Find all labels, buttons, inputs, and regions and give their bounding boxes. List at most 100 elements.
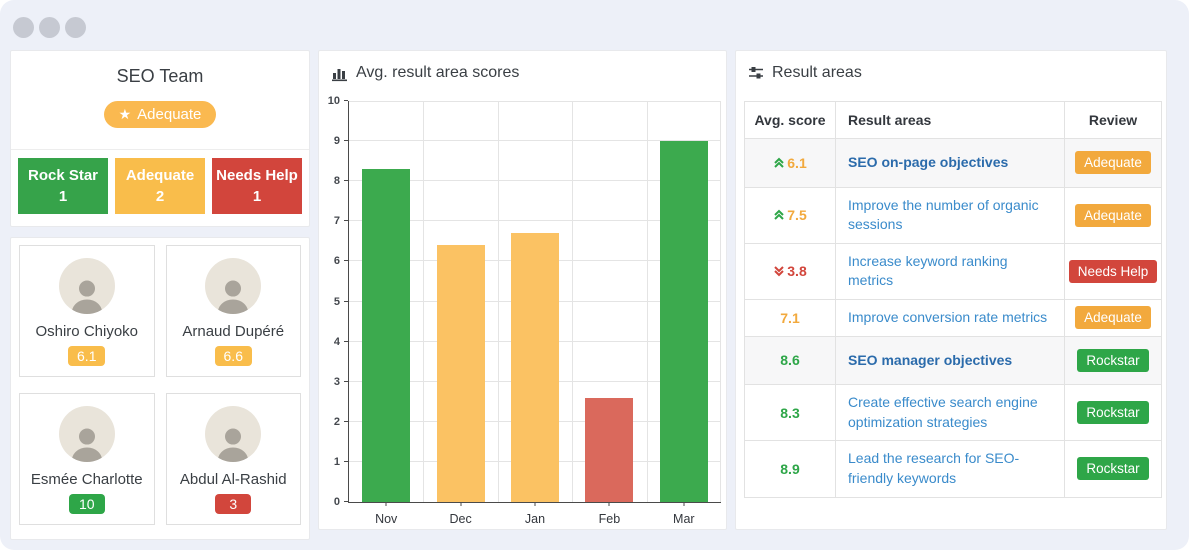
review-badge-adequate: Adequate xyxy=(1075,151,1151,175)
team-review-badge: ★ Adequate xyxy=(103,101,217,128)
review-badge-needs-help: Needs Help xyxy=(1068,259,1158,283)
bar-nov[interactable] xyxy=(362,169,411,502)
avg-score-cell: 6.1 xyxy=(744,138,836,188)
review-cell: Adequate xyxy=(1064,138,1162,188)
member-card-esm-e-charlotte[interactable]: Esmée Charlotte 10 xyxy=(19,393,155,525)
table-header-row: Avg. score Result areas Review xyxy=(744,101,1162,139)
y-axis-label: 5 xyxy=(333,295,340,308)
window-controls xyxy=(13,17,86,38)
stat-count: 1 xyxy=(58,188,68,205)
result-area-cell: Improve the number of organic sessions xyxy=(835,186,1065,244)
review-cell: Rockstar xyxy=(1064,335,1162,386)
review-cell: Adequate xyxy=(1064,186,1162,244)
y-axis-label: 9 xyxy=(333,135,340,148)
review-badge-rockstar: Rockstar xyxy=(1077,348,1149,372)
y-axis-label: 10 xyxy=(327,95,340,107)
result-area-row: 8.3 Create effective search engine optimi… xyxy=(744,384,1162,442)
y-axis-label: 3 xyxy=(333,375,340,388)
bar-feb[interactable] xyxy=(585,397,634,502)
avg-score-cell: 3.8 xyxy=(744,242,836,300)
bar-chart-icon xyxy=(332,68,347,81)
gridline-h xyxy=(349,140,721,142)
y-axis-label: 8 xyxy=(333,175,340,188)
gridline-v xyxy=(720,101,721,502)
y-axis-tick xyxy=(344,260,348,262)
member-score-badge: 10 xyxy=(68,494,105,514)
avatar-esm-e-charlotte xyxy=(58,406,115,462)
chart-title: Avg. result area scores xyxy=(356,64,520,81)
y-axis-tick xyxy=(344,220,348,222)
result-areas-title: Result areas xyxy=(772,64,862,81)
header-review: Review xyxy=(1064,101,1162,139)
result-area-link[interactable]: Create effective search engine optimizat… xyxy=(848,394,1038,430)
member-card-oshiro-chiyoko[interactable]: Oshiro Chiyoko 6.1 xyxy=(19,245,155,377)
members-grid: Oshiro Chiyoko 6.1 Arnaud Dupéré 6.6 Esmée C… xyxy=(11,238,309,532)
avg-score-cell: 7.1 xyxy=(744,298,836,337)
chart-panel: Avg. result area scores 0 1 2 3 4 5 6 7 8 9 10 Nov D… xyxy=(318,50,727,530)
review-badge-adequate: Adequate xyxy=(1075,203,1151,227)
result-area-link[interactable]: Improve conversion rate metrics xyxy=(848,308,1048,325)
y-axis-tick xyxy=(344,340,348,342)
result-area-row: 8.9 Lead the research for SEO-friendly ke… xyxy=(744,440,1162,498)
x-axis-tick xyxy=(683,502,685,506)
x-axis-label-dec: Dec xyxy=(449,512,472,526)
result-area-cell: Increase keyword ranking metrics xyxy=(835,242,1065,300)
result-table-body: 6.1 SEO on-page objectives Adequate 7.5 Impr… xyxy=(744,138,1162,498)
y-axis-label: 0 xyxy=(333,496,340,508)
member-card-abdul-al-rashid[interactable]: Abdul Al-Rashid 3 xyxy=(165,393,301,525)
result-areas-panel: Result areas Avg. score Result areas Rev… xyxy=(735,50,1167,530)
avg-score-cell: 8.6 xyxy=(744,335,836,386)
x-axis-tick xyxy=(608,502,610,506)
avg-score-value: 8.3 xyxy=(780,404,800,421)
bar-mar[interactable] xyxy=(659,141,708,502)
member-score-badge: 6.6 xyxy=(214,346,252,366)
bar-jan[interactable] xyxy=(511,233,559,502)
result-area-cell: Lead the research for SEO-friendly keywo… xyxy=(835,440,1065,498)
bar-chart: 0 1 2 3 4 5 6 7 8 9 10 Nov Dec Jan Feb Mar xyxy=(328,95,721,526)
result-area-link[interactable]: Increase keyword ranking metrics xyxy=(848,252,1008,289)
x-axis-tick xyxy=(460,502,462,506)
member-name: Abdul Al-Rashid xyxy=(179,471,287,488)
y-axis-tick xyxy=(344,300,348,302)
review-cell: Adequate xyxy=(1064,298,1162,337)
chart-panel-header: Avg. result area scores xyxy=(319,51,726,95)
member-name: Oshiro Chiyoko xyxy=(35,323,139,340)
team-stats: Rock Star 1 Adequate 2 Needs Help 1 xyxy=(18,158,302,214)
stat-label: Needs Help xyxy=(216,167,298,184)
y-axis-label: 4 xyxy=(333,335,340,348)
gridline-v xyxy=(423,101,425,502)
result-area-link[interactable]: Improve the number of organic sessions xyxy=(848,196,1039,233)
avatar-oshiro-chiyoko xyxy=(58,258,115,314)
bar-dec[interactable] xyxy=(436,245,485,502)
review-cell: Rockstar xyxy=(1064,384,1162,442)
y-axis-tick xyxy=(344,380,348,382)
gridline-v xyxy=(572,101,574,502)
y-axis-tick xyxy=(344,180,348,182)
result-area-link[interactable]: SEO on-page objectives xyxy=(848,154,1009,170)
avg-score-value: 8.6 xyxy=(780,352,800,369)
stat-box-adequate: Adequate 2 xyxy=(115,158,205,214)
team-title: SEO Team xyxy=(116,66,204,86)
x-axis-tick xyxy=(385,502,387,506)
review-cell: Needs Help xyxy=(1064,242,1162,300)
y-axis-tick xyxy=(344,100,348,101)
member-score-badge: 3 xyxy=(215,494,252,514)
sliders-icon xyxy=(749,67,763,79)
window-control-dot xyxy=(65,17,86,38)
avatar-arnaud-dup-r- xyxy=(205,258,262,314)
y-axis-label: 7 xyxy=(333,215,340,228)
y-axis-tick xyxy=(344,420,348,422)
result-panel-header: Result areas xyxy=(736,51,1166,95)
result-area-link[interactable]: Lead the research for SEO-friendly keywo… xyxy=(848,450,1020,486)
avg-score-cell: 8.3 xyxy=(744,384,836,442)
x-axis-label-feb: Feb xyxy=(598,512,621,526)
x-axis-label-nov: Nov xyxy=(375,512,398,526)
avg-score-value: 7.5 xyxy=(787,207,807,224)
member-score-badge: 6.1 xyxy=(68,346,106,366)
result-area-cell: SEO on-page objectives xyxy=(835,138,1065,188)
result-area-cell: SEO manager objectives xyxy=(835,335,1065,386)
result-area-link[interactable]: SEO manager objectives xyxy=(848,351,1013,368)
member-card-arnaud-dup-r-[interactable]: Arnaud Dupéré 6.6 xyxy=(165,245,301,377)
result-areas-table: Avg. score Result areas Review 6.1 SEO on… xyxy=(744,101,1162,498)
